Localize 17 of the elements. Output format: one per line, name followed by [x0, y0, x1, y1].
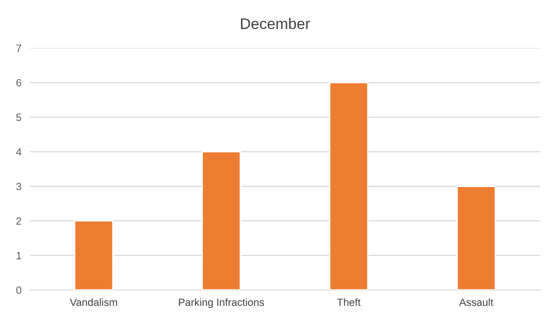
y-tick-label: 4 — [16, 148, 22, 156]
x-tick-label: Theft — [337, 298, 361, 306]
x-tick-label: Assault — [459, 298, 494, 306]
y-tick-label: 6 — [16, 79, 22, 86]
y-tick-label: 5 — [16, 114, 22, 122]
bar — [201, 151, 242, 290]
y-tick-label: 2 — [16, 217, 22, 225]
x-tick-label: Parking Infractions — [178, 298, 264, 308]
y-tick-label: 7 — [16, 44, 22, 52]
y-tick-label: 3 — [16, 182, 22, 190]
chart-title: December — [241, 18, 310, 30]
y-tick-label: 1 — [16, 252, 22, 260]
bar — [328, 82, 369, 290]
x-tick-label: Vandalism — [70, 298, 117, 306]
bar — [456, 186, 496, 290]
bar — [74, 220, 114, 290]
y-tick-label: 0 — [16, 286, 22, 294]
